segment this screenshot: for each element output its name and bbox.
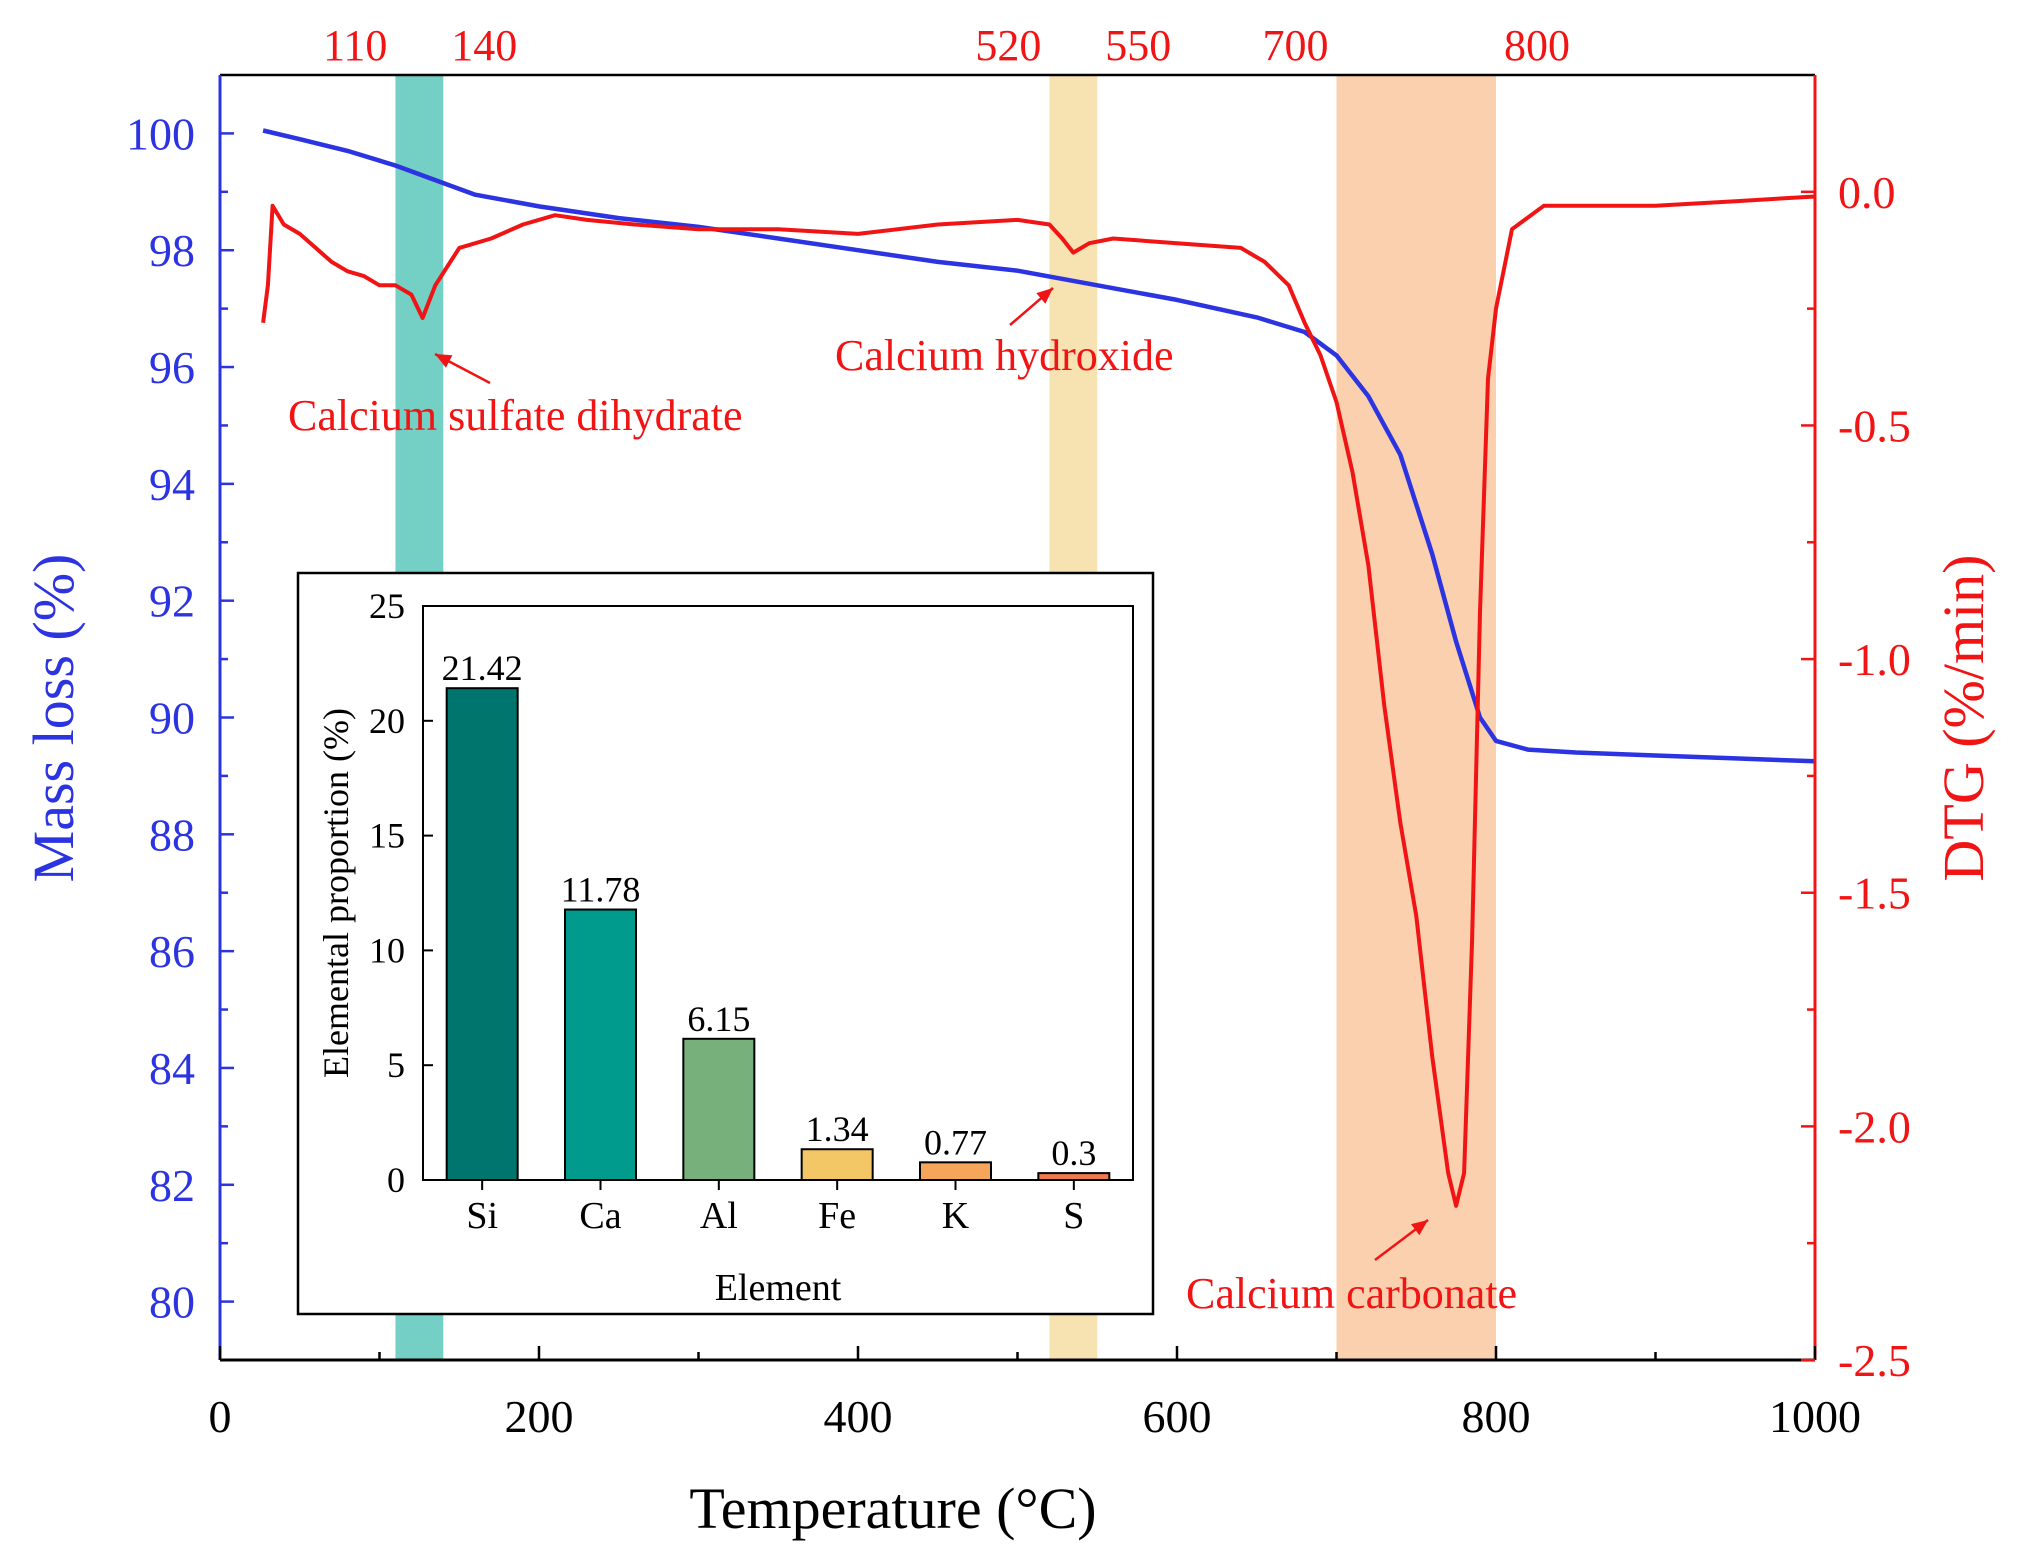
right-tick-label-0.0: 0.0 <box>1838 167 1896 218</box>
inset-value-label-Al: 6.15 <box>687 999 750 1039</box>
inset-category-label-K: K <box>942 1195 970 1237</box>
inset-value-label-K: 0.77 <box>924 1122 987 1162</box>
inset-bar-S <box>1037 1172 1111 1182</box>
band-label-140: 140 <box>451 21 517 70</box>
inset-category-label-S: S <box>1063 1195 1084 1237</box>
inset-bar-Ca <box>564 908 637 1181</box>
inset-plot-frame <box>422 605 1134 1181</box>
annotations: Calcium sulfate dihydrate Calcium hydrox… <box>288 287 1517 1318</box>
x-tick-label-0: 0 <box>209 1391 232 1442</box>
x-tick-label-600: 600 <box>1143 1391 1212 1442</box>
right-tick-label--0.5: -0.5 <box>1838 400 1911 451</box>
annotation-arrowhead-0 <box>435 354 453 368</box>
x-ticks: 0 200 400 600 800 1000 <box>209 1346 1861 1442</box>
inset-category-label-Ca: Ca <box>579 1195 621 1237</box>
inset-y-tick-label-10: 10 <box>369 930 405 970</box>
inset-y-tick-label-0: 0 <box>387 1160 405 1200</box>
right-tick-label--2.5: -2.5 <box>1838 1335 1911 1386</box>
band-700-800 <box>1336 75 1496 1360</box>
left-tick-label-84: 84 <box>149 1043 195 1094</box>
inset-category-label-Fe: Fe <box>818 1195 856 1237</box>
inset-category-label-Al: Al <box>700 1195 738 1237</box>
left-tick-label-82: 82 <box>149 1160 195 1211</box>
x-tick-label-400: 400 <box>824 1391 893 1442</box>
left-tick-label-86: 86 <box>149 926 195 977</box>
mass-loss-series <box>262 128 1816 764</box>
band-label-800: 800 <box>1504 21 1570 70</box>
inset-background <box>296 571 1155 1316</box>
right-tick-label--1.5: -1.5 <box>1838 868 1911 919</box>
left-tick-label-94: 94 <box>149 459 195 510</box>
inset-y-tick-label-15: 15 <box>369 816 405 856</box>
right-tick-label--1.0: -1.0 <box>1838 634 1911 685</box>
annotation-arrowhead-1 <box>1036 288 1053 304</box>
band-label-700: 700 <box>1263 21 1329 70</box>
annotation-calcium-sulfate-dihydrate: Calcium sulfate dihydrate <box>288 391 743 440</box>
annotation-arrowhead-2 <box>1411 1220 1428 1236</box>
inset-category-label-Si: Si <box>466 1195 498 1237</box>
annotation-calcium-carbonate: Calcium carbonate <box>1186 1269 1517 1318</box>
inset-value-label-S: 0.3 <box>1051 1133 1096 1173</box>
band-label-550: 550 <box>1105 21 1171 70</box>
inset-bars <box>445 687 1111 1190</box>
right-y-ticks: 0.0 -0.5 -1.0 -1.5 -2.0 -2.5 <box>1801 167 1911 1386</box>
left-y-axis-label: Mass loss (%) <box>21 554 86 883</box>
band-labels: 110 140 520 550 700 800 <box>323 21 1570 70</box>
inset-y-ticks: 0 5 10 15 20 25 <box>369 586 433 1200</box>
inset-bar-Si <box>445 687 519 1181</box>
left-tick-label-96: 96 <box>149 342 195 393</box>
inset-value-label-Fe: 1.34 <box>806 1109 869 1149</box>
left-tick-label-80: 80 <box>149 1277 195 1328</box>
inset-bar-K <box>919 1161 992 1181</box>
inset-bar-Fe <box>800 1148 874 1182</box>
band-label-110: 110 <box>323 21 387 70</box>
inset-category-labels: Si Ca Al Fe K S <box>466 1195 1084 1237</box>
inset-value-label-Ca: 11.78 <box>561 870 641 910</box>
annotation-calcium-hydroxide: Calcium hydroxide <box>835 331 1174 380</box>
inset-value-label-Si: 21.42 <box>442 648 523 688</box>
left-tick-label-100: 100 <box>126 108 195 159</box>
left-tick-label-90: 90 <box>149 693 195 744</box>
inset-bar-Al <box>682 1037 756 1182</box>
band-label-520: 520 <box>975 21 1041 70</box>
right-tick-label--2.0: -2.0 <box>1838 1101 1911 1152</box>
x-tick-label-1000: 1000 <box>1769 1391 1861 1442</box>
left-tick-label-92: 92 <box>149 576 195 627</box>
inset-y-tick-label-25: 25 <box>369 586 405 626</box>
inset-y-tick-label-5: 5 <box>387 1045 405 1085</box>
dtg-series <box>261 194 1816 1208</box>
left-y-ticks: 80 82 84 86 88 90 92 94 96 98 100 <box>126 108 234 1328</box>
elemental-proportion-inset: 0 5 10 15 20 25 21.42 11.78 6.15 1.34 0.77 0.3 Si C… <box>296 571 1155 1316</box>
series-lines <box>261 128 1816 1208</box>
x-tick-label-200: 200 <box>505 1391 574 1442</box>
inset-y-axis-label: Elemental proportion (%) <box>316 708 356 1078</box>
right-y-axis-label: DTG (%/min) <box>1931 555 1996 882</box>
inset-y-tick-label-20: 20 <box>369 701 405 741</box>
x-axis-label: Temperature (°C) <box>689 1476 1096 1541</box>
x-tick-label-800: 800 <box>1462 1391 1531 1442</box>
left-tick-label-98: 98 <box>149 225 195 276</box>
inset-x-axis-label: Element <box>715 1267 842 1309</box>
inset-value-labels: 21.42 11.78 6.15 1.34 0.77 0.3 <box>442 648 1097 1173</box>
left-tick-label-88: 88 <box>149 809 195 860</box>
